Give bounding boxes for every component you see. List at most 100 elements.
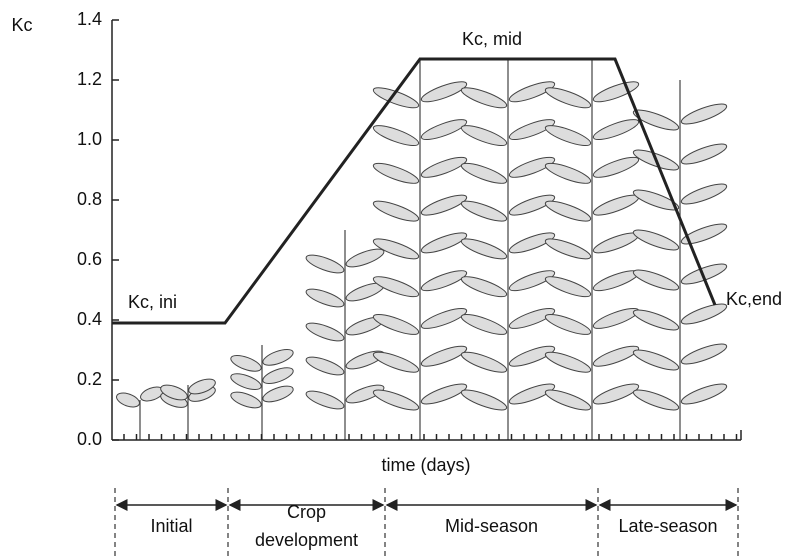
plant-leaf: [230, 373, 262, 391]
plant: [116, 386, 164, 440]
plant-leaf: [460, 389, 508, 411]
x-axis-label: time (days): [381, 455, 470, 475]
plant-leaf: [262, 348, 294, 366]
stage-label: Crop development: [255, 502, 358, 550]
plant-leaf: [420, 156, 468, 178]
annotation: Kc,end: [726, 289, 782, 309]
plant-leaf: [680, 103, 728, 125]
plant-leaf: [420, 270, 468, 292]
y-tick-label: 0.0: [77, 429, 102, 449]
plant: [160, 378, 216, 440]
plant-leaf: [632, 229, 680, 251]
plant-leaf: [372, 125, 420, 147]
y-tick-label: 0.4: [77, 309, 102, 329]
plant: [230, 345, 294, 440]
plant-leaf: [544, 125, 592, 147]
plant-leaf: [460, 276, 508, 298]
plant-leaf: [632, 389, 680, 411]
plant-leaf: [508, 194, 556, 216]
plant-leaf: [508, 307, 556, 329]
plant-leaf: [632, 189, 680, 211]
annotation: Kc, ini: [128, 292, 177, 312]
stage-label-line: Crop: [287, 502, 326, 522]
plant-leaf: [632, 109, 680, 131]
stage-label: Mid-season: [445, 516, 538, 536]
plant-leaf: [680, 223, 728, 245]
plant: [632, 80, 728, 440]
plant-leaf: [420, 119, 468, 141]
plant-leaf: [420, 307, 468, 329]
plant-leaf: [420, 232, 468, 254]
stage-label: Late-season: [618, 516, 717, 536]
plant-leaf: [305, 356, 345, 376]
plant-leaf: [460, 125, 508, 147]
plant-leaf: [230, 354, 262, 372]
plant: [372, 60, 468, 440]
plant-leaf: [544, 200, 592, 222]
plant-leaf: [592, 307, 640, 329]
plant-leaf: [305, 288, 345, 308]
plant-leaf: [508, 270, 556, 292]
plant: [544, 60, 640, 440]
plant-leaf: [632, 309, 680, 331]
plant-leaf: [680, 343, 728, 365]
plant-leaf: [680, 183, 728, 205]
stage-label: Initial: [150, 516, 192, 536]
plant-leaf: [420, 194, 468, 216]
plant-leaf: [372, 162, 420, 184]
y-tick-label: 0.6: [77, 249, 102, 269]
plant: [305, 230, 385, 440]
plant-leaf: [305, 322, 345, 342]
plant-leaf: [592, 194, 640, 216]
y-axis-label: Kc: [11, 15, 32, 35]
plant-leaf: [305, 254, 345, 274]
plant-leaf: [372, 87, 420, 109]
plant-leaf: [632, 269, 680, 291]
plant-leaf: [372, 276, 420, 298]
plant-leaf: [544, 351, 592, 373]
plant-leaf: [372, 200, 420, 222]
plant-leaf: [420, 383, 468, 405]
plant-leaf: [262, 385, 294, 403]
plant-leaf: [460, 87, 508, 109]
annotation: Kc, mid: [462, 29, 522, 49]
plant-leaf: [680, 143, 728, 165]
plant-leaf: [632, 349, 680, 371]
plant-leaf: [508, 345, 556, 367]
plant-leaf: [544, 276, 592, 298]
plant-leaf: [680, 303, 728, 325]
plant-leaf: [345, 248, 385, 268]
plant-leaf: [305, 390, 345, 410]
plant-leaf: [372, 238, 420, 260]
plant-leaf: [262, 367, 294, 385]
plant-leaf: [372, 351, 420, 373]
plant-leaf: [460, 351, 508, 373]
plant-leaf: [460, 313, 508, 335]
plant-leaf: [508, 119, 556, 141]
plant-leaf: [188, 378, 216, 395]
plant-leaf: [345, 384, 385, 404]
plant-leaf: [544, 238, 592, 260]
plant-leaf: [508, 232, 556, 254]
plant-leaf: [508, 383, 556, 405]
kc-line: [112, 57, 717, 325]
plant: [460, 60, 556, 440]
stage-label-line: development: [255, 530, 358, 550]
y-tick-label: 1.4: [77, 9, 102, 29]
plant-leaf: [116, 392, 140, 408]
plant-leaf: [544, 313, 592, 335]
plant-leaf: [508, 81, 556, 103]
plant-leaf: [592, 156, 640, 178]
y-tick-label: 0.8: [77, 189, 102, 209]
plant-leaf: [544, 389, 592, 411]
y-tick-label: 1.2: [77, 69, 102, 89]
plant-leaf: [420, 345, 468, 367]
plant-leaf: [592, 270, 640, 292]
y-tick-label: 1.0: [77, 129, 102, 149]
plant-leaf: [230, 391, 262, 409]
plant-leaf: [544, 162, 592, 184]
plant-leaf: [420, 81, 468, 103]
plant-leaf: [160, 384, 188, 401]
y-tick-label: 0.2: [77, 369, 102, 389]
plant-leaf: [460, 200, 508, 222]
